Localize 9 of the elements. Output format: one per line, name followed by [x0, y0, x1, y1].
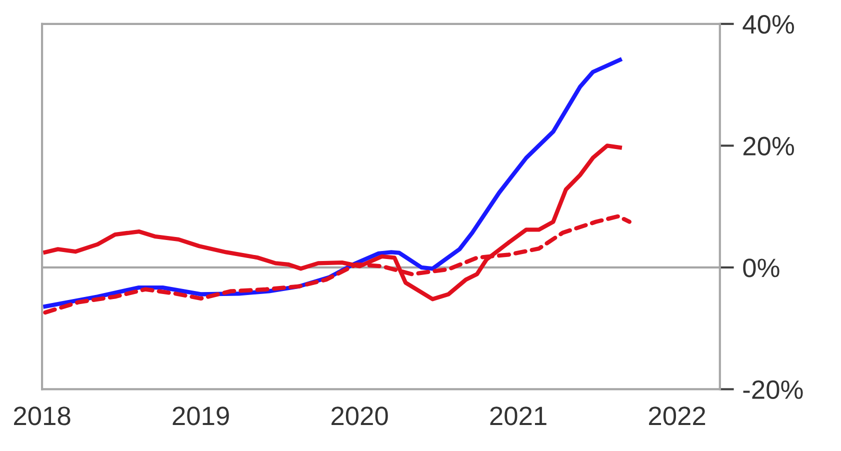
x-tick-label: 2022 — [649, 406, 706, 426]
x-tick-label: 2018 — [14, 406, 70, 426]
y-tick-label: 40% — [742, 15, 794, 34]
y-tick-label: -20% — [743, 380, 803, 400]
y-tick-label: 20% — [743, 136, 794, 156]
y-tick-label: 0% — [743, 258, 780, 278]
x-tick-label: 2019 — [172, 406, 229, 426]
x-tick-label: 2021 — [490, 406, 546, 426]
x-tick-label: 2020 — [332, 406, 388, 426]
